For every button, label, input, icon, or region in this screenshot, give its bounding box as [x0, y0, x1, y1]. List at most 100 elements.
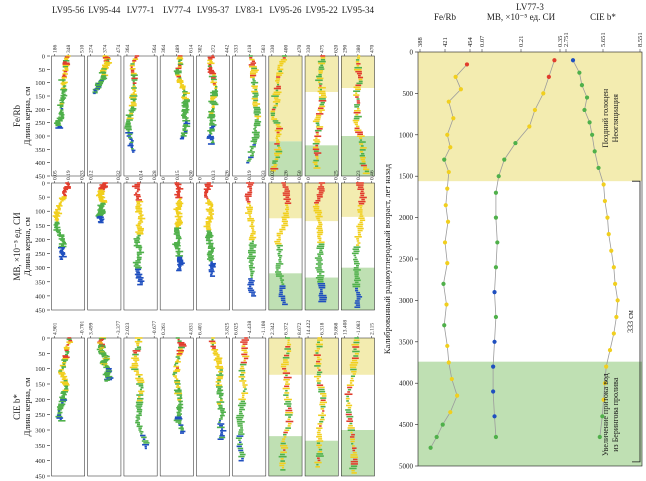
y-tick-label: 50 — [39, 195, 46, 202]
annotation-bottom-group: Увеличение притока вод из Берингова проли… — [601, 373, 620, 456]
x-tick-label: 2.751 — [563, 32, 570, 47]
core-label: LV95-44 — [88, 5, 121, 15]
series-point — [582, 107, 587, 113]
series-point — [442, 323, 447, 328]
bering-band — [341, 430, 375, 476]
y-tick-label: 0 — [42, 54, 45, 61]
x-tick-label: 0.15 — [175, 170, 181, 180]
x-tick-label: 470 — [297, 45, 303, 54]
y-tick-label: 3500 — [399, 338, 414, 346]
panel-frame — [51, 55, 85, 177]
x-tick-group: 2.023 — [125, 322, 131, 335]
x-tick-group: 442 — [225, 45, 231, 54]
x-tick-group: 0.14 — [139, 170, 145, 180]
x-tick-group: 0.26 — [283, 170, 289, 180]
x-tick-label: 0 — [306, 177, 312, 180]
x-tick-group: 0 — [161, 177, 167, 180]
x-tick-group: 470 — [370, 45, 376, 54]
series-point — [446, 99, 451, 104]
holocene-band — [305, 338, 339, 375]
x-tick-label: 0 — [234, 177, 240, 180]
panel-frame — [196, 337, 230, 477]
series-point — [546, 74, 551, 79]
x-tick-label: -1.108 — [261, 321, 267, 335]
series-point — [442, 240, 448, 245]
series-point — [590, 132, 595, 137]
x-tick-label: 470 — [370, 45, 376, 54]
core-label: LV95-37 — [197, 5, 230, 15]
series-point — [541, 91, 546, 96]
x-tick-group: 2.115 — [370, 323, 376, 335]
x-tick-group: 0.35 — [557, 36, 564, 47]
y-tick-label: 300 — [35, 134, 45, 141]
series-point — [604, 364, 609, 369]
x-tick-group: 470 — [297, 45, 303, 54]
x-tick-group: 0.46 — [370, 170, 376, 180]
x-tick-group: 0.12 — [89, 170, 95, 180]
x-tick-group: 274 — [89, 45, 95, 54]
x-tick-group: 3.825 — [225, 322, 231, 335]
series-point — [596, 165, 601, 171]
series-point — [440, 422, 445, 427]
y-tick-label: 450 — [35, 174, 45, 181]
y-tick-label: 300 — [35, 265, 45, 272]
core-label: LV95-56 — [52, 5, 85, 15]
annotation-bottom: из Берингова пролива — [611, 377, 620, 452]
x-tick-label: 0.25 — [333, 170, 339, 180]
x-tick-group: 421 — [442, 37, 449, 47]
x-tick-label: 0.14 — [139, 170, 145, 180]
y-tick-label: 450 — [35, 474, 45, 481]
x-tick-group: 364 — [125, 45, 131, 54]
x-tick-group: 0.32 — [116, 170, 122, 180]
series-point — [502, 157, 507, 162]
x-tick-label: 3.825 — [225, 322, 231, 335]
series-point — [428, 445, 433, 450]
x-tick-group: 0.33 — [80, 170, 86, 180]
x-tick-group: 620 — [333, 45, 339, 54]
y-tick-label: 150 — [35, 94, 45, 101]
x-tick-label: 0.23 — [356, 170, 362, 180]
series-point — [444, 302, 449, 307]
x-tick-label: 388 — [417, 37, 424, 47]
y-tick-label: 300 — [35, 428, 45, 435]
x-tick-group: 4.831 — [188, 322, 194, 335]
bering-band — [341, 136, 375, 176]
x-tick-group: 0.02 — [270, 170, 276, 180]
x-tick-group: -4.438 — [247, 321, 253, 335]
holocene-band — [418, 52, 642, 182]
x-tick-label: -3.377 — [116, 321, 122, 335]
series-point — [442, 157, 447, 162]
series-point — [441, 281, 446, 286]
x-tick-label: 364 — [125, 45, 131, 54]
series-point — [607, 347, 613, 353]
y-tick-label: 250 — [35, 412, 45, 419]
series-xlabel: Fe/Rb — [434, 12, 457, 22]
y-tick-label: 150 — [35, 223, 45, 230]
x-tick-label: 8.672 — [297, 322, 303, 335]
x-tick-label: 4.831 — [188, 322, 194, 335]
y-tick-label: 2000 — [399, 214, 414, 222]
x-tick-group: 0 — [197, 177, 203, 180]
x-tick-label: 0.33 — [80, 170, 86, 180]
x-tick-label: 0 — [125, 177, 131, 180]
y-tick-label: 4000 — [399, 380, 414, 388]
series-point — [605, 215, 610, 220]
series-point — [449, 376, 454, 382]
x-tick-group: 0 — [342, 177, 348, 180]
y-tick-label: 200 — [35, 237, 45, 244]
y-tick-label: 0 — [410, 49, 414, 57]
core-label: LV77-4 — [163, 5, 191, 15]
series-point — [587, 120, 592, 125]
series-point — [600, 414, 605, 419]
y-tick-label: 100 — [35, 366, 45, 373]
x-tick-group: 14.422 — [306, 320, 312, 335]
x-tick-group: 474 — [116, 45, 122, 54]
x-tick-label: 454 — [467, 37, 474, 48]
series-point — [451, 116, 456, 121]
y-tick-label: 0 — [42, 336, 45, 343]
x-tick-label: 6.025 — [234, 322, 240, 335]
x-tick-group: 2.342 — [270, 322, 276, 335]
x-tick-label: 330 — [306, 45, 312, 54]
series-point — [584, 95, 590, 100]
x-tick-label: 0 — [197, 177, 203, 180]
